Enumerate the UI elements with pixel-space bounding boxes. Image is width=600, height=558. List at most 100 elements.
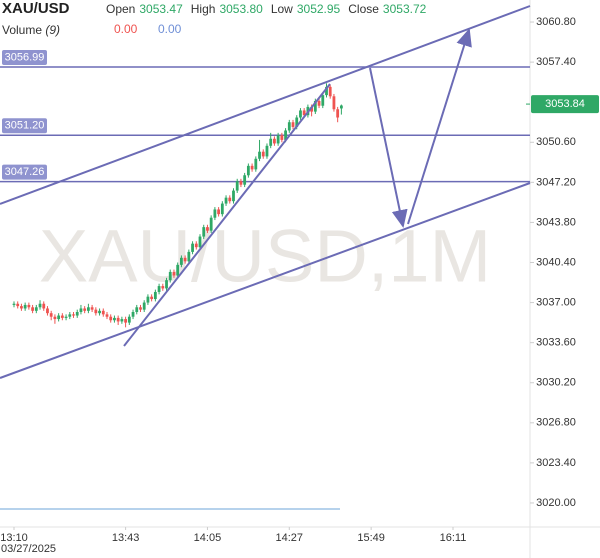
candle-body xyxy=(206,227,209,231)
y-tick-label: 3043.80 xyxy=(536,216,576,228)
last-price-bg xyxy=(531,95,599,114)
candle-body xyxy=(243,175,247,185)
candle-body xyxy=(60,315,64,318)
y-tick-label: 3057.40 xyxy=(536,56,576,68)
candle-body xyxy=(269,138,273,146)
candle-body xyxy=(299,110,302,118)
candle-body xyxy=(20,306,23,309)
x-date-label: 03/27/2025 xyxy=(1,543,56,555)
level-label-bg xyxy=(2,49,47,65)
candle-body xyxy=(75,312,79,316)
level-label-bg xyxy=(2,164,47,180)
channel-lower xyxy=(0,182,531,379)
legend-label: Low xyxy=(270,2,293,16)
candle-body xyxy=(213,209,217,218)
candle-body xyxy=(157,286,161,292)
candle-body xyxy=(258,151,261,159)
candle-body xyxy=(228,197,232,202)
candle-body xyxy=(172,271,176,276)
candle-body xyxy=(150,296,154,300)
y-tick-label: 3020.00 xyxy=(536,497,576,509)
y-tick-label: 3023.40 xyxy=(536,457,576,469)
candle-body xyxy=(113,317,116,321)
candle-body xyxy=(250,165,254,170)
legend-value: 3053.80 xyxy=(219,2,263,16)
candle-body xyxy=(273,138,276,144)
candle-body xyxy=(49,313,53,317)
candle-body xyxy=(328,86,332,97)
candle-body xyxy=(142,302,146,310)
y-tick-label: 3037.00 xyxy=(536,296,576,308)
candle-body xyxy=(198,236,202,248)
candle-body xyxy=(336,109,340,118)
candle-body xyxy=(86,307,90,311)
candle-body xyxy=(12,303,16,305)
candle-body xyxy=(98,310,101,314)
last-price-label: 3053.84 xyxy=(545,98,585,110)
candle-body xyxy=(332,96,336,110)
candle-body xyxy=(135,307,139,313)
candle-body xyxy=(109,316,113,321)
candle-body xyxy=(191,243,194,252)
candle-body xyxy=(310,106,314,112)
arrow-up xyxy=(407,28,472,225)
candle-body xyxy=(127,316,131,323)
candle-body xyxy=(235,181,239,191)
candle-body xyxy=(94,309,98,314)
candle-body xyxy=(139,307,142,310)
candle-body xyxy=(153,291,157,300)
candle-body xyxy=(325,86,328,96)
candle-body xyxy=(165,280,168,289)
level-label: 3051.20 xyxy=(5,120,45,132)
candle-body xyxy=(202,227,206,237)
y-tick-label: 3030.20 xyxy=(536,377,576,389)
candle-body xyxy=(317,101,321,106)
volume-label: Volume xyxy=(2,23,43,37)
volume-ma-value: 0.00 xyxy=(158,22,182,36)
candle-body xyxy=(79,308,83,313)
level-label: 3056.99 xyxy=(5,51,45,63)
volume-value: 0.00 xyxy=(114,22,138,36)
candle-body xyxy=(239,181,243,185)
candle-body xyxy=(64,316,68,318)
candle-body xyxy=(246,165,250,176)
x-tick-label: 15:49 xyxy=(357,532,385,544)
candle-body xyxy=(101,310,105,315)
channel-upper xyxy=(0,5,531,205)
candle-body xyxy=(57,315,61,320)
candle-body xyxy=(146,296,150,303)
candle-body xyxy=(31,307,34,311)
candle-body xyxy=(232,190,235,202)
x-tick-label: 16:11 xyxy=(440,532,467,544)
candle-body xyxy=(224,197,228,204)
candle-body xyxy=(295,117,299,127)
legend-label: High xyxy=(190,2,216,16)
candle-body xyxy=(72,314,75,316)
candle-body xyxy=(53,316,57,320)
candle-body xyxy=(124,319,127,323)
legend-value: 3053.47 xyxy=(139,2,183,16)
y-tick-label: 3026.80 xyxy=(536,417,576,429)
x-tick-label: 13:10 xyxy=(0,532,28,544)
candle-body xyxy=(183,257,187,262)
candle-body xyxy=(217,209,221,215)
candle-body xyxy=(276,135,280,144)
candle-body xyxy=(187,251,191,262)
volume-period: (9) xyxy=(45,23,61,37)
trend-line xyxy=(123,83,331,347)
candle-body xyxy=(265,145,269,157)
candle-body xyxy=(120,319,124,322)
candle-body xyxy=(116,317,120,322)
candle-body xyxy=(291,122,295,127)
candle-body xyxy=(287,122,291,131)
x-tick-label: 13:43 xyxy=(112,532,140,544)
y-tick-label: 3040.40 xyxy=(536,256,576,268)
candle-body xyxy=(90,307,94,310)
ohlc-legend: Open 3053.47 High 3053.80 Low 3052.95 Close 305… xyxy=(106,2,430,16)
level-label: 3047.26 xyxy=(5,166,45,178)
candle-body xyxy=(38,303,42,308)
candle-body xyxy=(105,314,109,317)
legend-label: Open xyxy=(106,2,136,16)
